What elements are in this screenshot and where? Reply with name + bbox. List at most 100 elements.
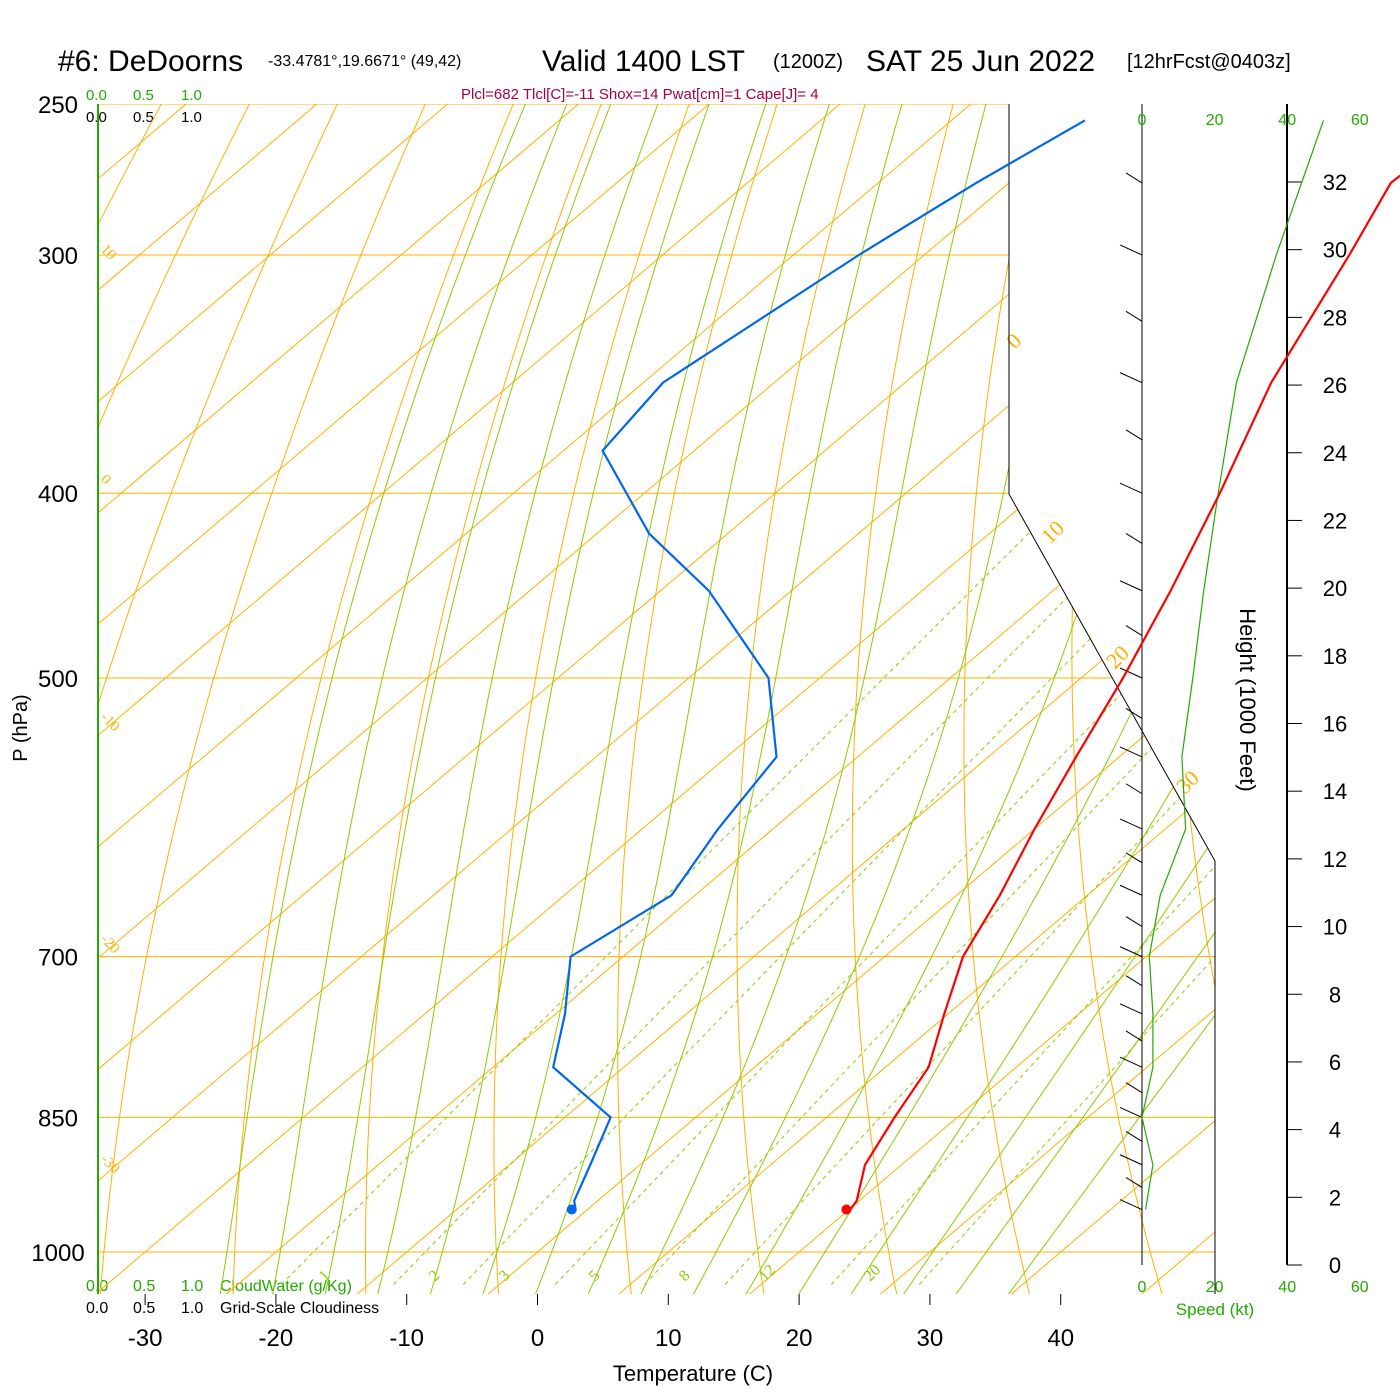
wind-barb <box>1125 625 1143 636</box>
wind-barb <box>1125 429 1143 441</box>
height-tick-label: 10 <box>1323 915 1347 940</box>
moist-adiabat-line <box>794 104 1215 1294</box>
wind-barb <box>1125 532 1143 544</box>
dry-adiabat-right-label: 30 <box>1171 765 1204 798</box>
height-tick-label: 16 <box>1323 712 1347 737</box>
temperature-tick-label: 40 <box>1047 1325 1074 1352</box>
dry-adiabat-right-label: 10 <box>1036 515 1069 548</box>
station-coords: -33.4781°,19.6671° (49,42) <box>268 53 461 70</box>
wind-barb <box>1125 1177 1143 1188</box>
mixing-ratio-line <box>393 492 1171 1285</box>
height-tick-label: 12 <box>1323 847 1347 872</box>
wind-barb <box>1119 818 1143 830</box>
cloud-scale-top-black-0: 0.0 <box>86 109 107 126</box>
dry-adiabat-line <box>963 104 1050 1294</box>
cloud-scale-top-green-1: 0.5 <box>133 87 154 104</box>
height-tick-label: 30 <box>1323 238 1347 263</box>
dry-adiabat-line <box>365 104 615 1294</box>
temperature-tick-label: -10 <box>389 1325 424 1352</box>
moist-adiabat-line <box>1003 104 1215 1294</box>
wind-barb <box>1119 746 1143 758</box>
forecast-run: [12hrFcst@0403z] <box>1127 51 1291 73</box>
speed-axis-label: Speed (kt) <box>1176 1300 1254 1319</box>
dry-adiabat-line <box>231 104 528 1294</box>
mixing-ratio-line <box>830 492 1215 1285</box>
height-tick-label: 14 <box>1323 779 1347 804</box>
cloudiness-label: Grid-Scale Cloudiness <box>220 1300 379 1317</box>
dry-adiabat-line <box>736 104 876 1294</box>
wind-barb <box>1125 310 1143 322</box>
wind-barb <box>1125 707 1143 719</box>
isotherm-line <box>836 104 1215 1294</box>
dry-adiabat-right-label: 0 <box>1001 328 1026 353</box>
x-axis-label: Temperature (C) <box>613 1361 773 1386</box>
pressure-tick-label: 500 <box>38 666 78 693</box>
wind-barb <box>1119 1056 1143 1068</box>
height-tick-label: 0 <box>1329 1253 1341 1278</box>
height-tick-label: 6 <box>1329 1050 1341 1075</box>
dry-adiabat-label: -10 <box>97 710 122 735</box>
isotherm-line <box>98 104 750 1294</box>
height-tick-label: 2 <box>1329 1185 1341 1210</box>
cloud-scale-bottom-green-2: 1.0 <box>181 1278 203 1295</box>
surface-dewpoint-dot <box>566 1204 577 1215</box>
wind-barb <box>1119 946 1143 958</box>
moist-adiabat-line <box>428 104 722 1294</box>
moist-adiabat-line <box>951 104 1215 1294</box>
mixing-ratio-line <box>918 492 1215 1285</box>
isotherm-line <box>98 104 1142 1294</box>
isotherm-line <box>98 104 488 1294</box>
dewpoint-line <box>551 119 1086 1210</box>
isotherm-line <box>98 104 619 1294</box>
isotherm-line <box>98 104 1215 1294</box>
wind-barb <box>1119 1199 1143 1210</box>
wind-barb <box>1119 1106 1143 1118</box>
wind-speed-line <box>1141 120 1325 1210</box>
wind-barb <box>1125 783 1143 795</box>
isotherm-line <box>98 104 1215 1294</box>
mixing-ratio-label: 5 <box>586 1267 604 1285</box>
moist-adiabat-line <box>584 104 913 1294</box>
dry-adiabat-line <box>98 104 441 1294</box>
wind-barb <box>1119 372 1143 384</box>
wind-barb <box>1119 580 1143 592</box>
temperature-tick-label: 0 <box>531 1325 544 1352</box>
cloudwater-label: CloudWater (g/Kg) <box>220 1278 352 1295</box>
temperature-tick-label: -20 <box>259 1325 294 1352</box>
moist-adiabat-line <box>637 104 996 1294</box>
speed-tick-label-top: 40 <box>1278 112 1296 129</box>
wind-barb <box>1125 1082 1143 1094</box>
pressure-tick-label: 700 <box>38 945 78 972</box>
pressure-ticks: 250 300 400 500 700 850 1000 <box>31 92 84 1267</box>
pressure-tick-label: 1000 <box>31 1240 84 1267</box>
moist-adiabat-line <box>846 104 1215 1294</box>
height-tick-label: 4 <box>1329 1118 1341 1143</box>
plot-right-boundary <box>1008 104 1216 1294</box>
moist-adiabat-line <box>271 104 582 1294</box>
mixing-ratio-label: 20 <box>861 1261 884 1284</box>
surface-temperature-dot <box>841 1204 852 1215</box>
moist-adiabat-line <box>898 104 1215 1294</box>
temperature-tick-label: -30 <box>128 1325 163 1352</box>
wind-barb <box>1119 1154 1143 1166</box>
wind-barb <box>1119 667 1143 679</box>
dry-adiabat-label: -20 <box>97 932 122 957</box>
cloud-scale-bottom-black-0: 0.0 <box>86 1300 108 1317</box>
dry-adiabat-label: -30 <box>97 1152 122 1177</box>
cloud-scale-bottom-green-1: 0.5 <box>133 1278 155 1295</box>
dry-adiabat-label: 10 <box>97 242 119 264</box>
pressure-tick-label: 300 <box>38 243 78 270</box>
speed-tick-label-bottom: 40 <box>1278 1279 1296 1296</box>
moist-adiabat-line <box>375 104 672 1294</box>
dry-adiabat-line <box>1377 70 1400 1331</box>
sounding-series <box>551 119 1400 1215</box>
pressure-tick-label: 250 <box>38 92 78 119</box>
height-tick-label: 24 <box>1323 441 1347 466</box>
speed-tick-label-top: 20 <box>1206 112 1224 129</box>
speed-tick-label-top: 60 <box>1351 112 1369 129</box>
cloud-scale-top-black-2: 1.0 <box>181 109 202 126</box>
moist-adiabat-line <box>218 104 541 1294</box>
mixing-ratio-line <box>644 492 1215 1285</box>
height-axis-label: Height (1000 Feet) <box>1235 608 1260 791</box>
